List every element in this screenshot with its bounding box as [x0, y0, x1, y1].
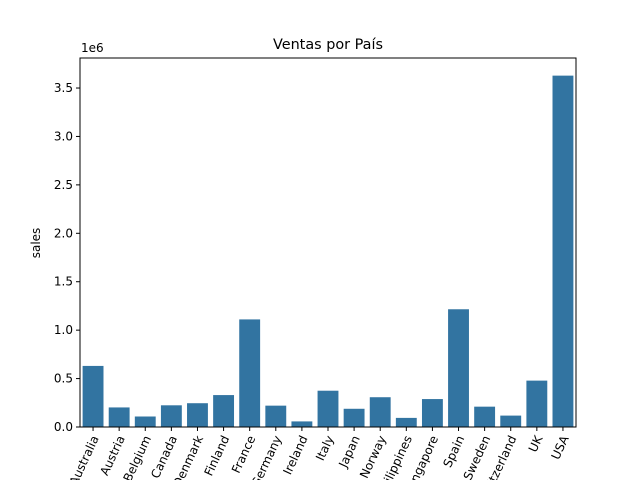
x-tick-label: Australia	[67, 433, 102, 480]
bar-philippines	[395, 417, 417, 427]
y-axis-label: sales	[29, 228, 43, 259]
bar-spain	[448, 309, 469, 427]
bar-finland	[213, 395, 235, 427]
bar-sweden	[474, 406, 496, 427]
bar-switzerland	[500, 415, 522, 427]
bar-germany	[265, 405, 287, 427]
y-tick-label: 3.0	[54, 129, 73, 143]
bar-france	[239, 319, 261, 427]
bar-austria	[108, 407, 130, 427]
bar-australia	[82, 365, 104, 427]
x-tick-label: Ireland	[280, 433, 310, 477]
bar-usa	[552, 75, 574, 427]
bar-belgium	[134, 416, 156, 427]
plot-frame	[79, 57, 577, 428]
bar-singapore	[421, 399, 443, 427]
y-tick-label: 3.5	[54, 81, 73, 95]
x-tick-label: Spain	[440, 433, 467, 469]
x-tick-label: France	[229, 433, 259, 475]
bar-canada	[160, 405, 182, 427]
x-tick-label: Finland	[201, 433, 232, 478]
y-tick-label: 2.5	[54, 178, 73, 192]
bar-ireland	[291, 421, 313, 427]
chart-title: Ventas por País	[273, 37, 383, 53]
y-tick-label: 0.0	[54, 420, 73, 434]
y-tick-label: 1.5	[54, 275, 73, 289]
bar-norway	[369, 397, 391, 427]
y-tick-label: 0.5	[54, 372, 73, 386]
bar-denmark	[187, 403, 208, 427]
bar-uk	[526, 380, 548, 427]
y-axis-offset-label: 1e6	[81, 41, 104, 55]
y-axis: 0.0 0.5 1.0 1.5 2.0 2.5 3.0 3.5	[54, 81, 80, 434]
bar-japan	[343, 408, 365, 427]
plot-area: AustraliaAustriaBelgiumCanadaDenmarkFinl…	[54, 57, 577, 480]
x-tick-label: Italy	[313, 433, 337, 463]
x-tick-label: Japan	[336, 433, 363, 470]
bar-italy	[317, 390, 339, 427]
y-tick-label: 2.0	[54, 226, 73, 240]
bars	[82, 75, 574, 427]
y-tick-label: 1.0	[54, 323, 73, 337]
x-axis: AustraliaAustriaBelgiumCanadaDenmarkFinl…	[67, 427, 572, 480]
x-tick-label: UK	[526, 432, 546, 454]
x-tick-label: USA	[548, 433, 572, 462]
